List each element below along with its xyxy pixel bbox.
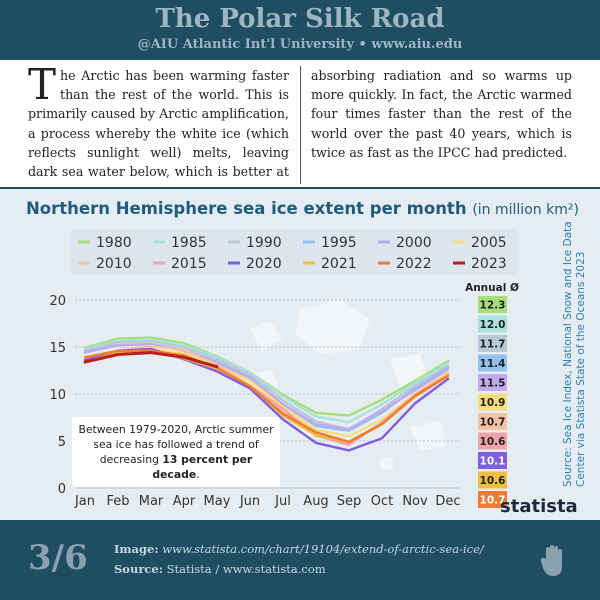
y-tick-label: 20 <box>49 294 66 309</box>
legend-label: 2022 <box>396 256 432 272</box>
legend-label: 1995 <box>321 235 357 251</box>
series-line <box>83 340 450 431</box>
intro-text: The Arctic has been warming faster than … <box>28 60 572 180</box>
x-tick-label: Oct <box>371 494 393 509</box>
annual-title: Annual Ø <box>465 282 519 294</box>
footer: 3/6 Image: www.statista.com/chart/19104/… <box>0 520 600 600</box>
annual-label: 10.7 <box>480 495 506 507</box>
annual-box <box>478 296 507 313</box>
source-credit: Source: Statista / www.statista.com <box>114 562 326 576</box>
annual-label: 10.6 <box>480 436 506 448</box>
annual-label: 11.7 <box>480 339 506 351</box>
legend-label: 2000 <box>396 235 432 251</box>
x-tick-label: Aug <box>303 494 328 509</box>
y-tick-label: 10 <box>49 388 66 403</box>
chart-area: Northern Hemisphere sea ice extent per m… <box>0 187 600 522</box>
x-tick-label: Apr <box>173 494 196 509</box>
annual-label: 12.0 <box>480 319 506 331</box>
legend-label: 1985 <box>171 235 207 251</box>
annual-label: 11.4 <box>480 358 506 370</box>
annual-box <box>478 413 507 430</box>
logo: statista <box>500 496 578 517</box>
annual-label: 11.5 <box>480 378 506 390</box>
x-tick-label: Jun <box>239 494 260 509</box>
x-tick-label: Nov <box>402 494 428 509</box>
annual-box <box>478 335 507 352</box>
annotation: Between 1979-2020, Arctic summer sea ice… <box>72 417 280 487</box>
annual-label: 12.3 <box>480 300 506 312</box>
annual-box <box>478 471 507 489</box>
x-tick-label: Jan <box>74 494 95 509</box>
annotation-text: Between 1979-2020, Arctic summer sea ice… <box>78 423 274 466</box>
series-line <box>83 338 450 424</box>
annual-label: 10.9 <box>480 397 506 409</box>
annual-box <box>478 393 507 411</box>
annotation-emphasis: 13 percent per decade <box>152 453 253 481</box>
legend-label: 2010 <box>96 256 132 272</box>
header: The Polar Silk Road @AIU Atlantic Int'l … <box>0 0 600 60</box>
annual-box <box>478 374 507 391</box>
annual-box <box>478 354 507 372</box>
image-credit: Image: www.statista.com/chart/19104/exte… <box>114 542 484 556</box>
source-text: Statista / www.statista.com <box>166 562 326 576</box>
annual-box <box>478 452 507 469</box>
x-tick-label: Jul <box>274 494 291 509</box>
series-line <box>83 349 450 444</box>
image-label: Image: <box>114 542 159 556</box>
annual-box <box>478 432 507 450</box>
source-label: Source: <box>114 562 163 576</box>
chart-title: Northern Hemisphere sea ice extent per m… <box>26 199 579 218</box>
title: The Polar Silk Road <box>155 4 445 34</box>
legend-label: 2021 <box>321 256 357 272</box>
annual-label: 10.1 <box>480 456 506 468</box>
subtitle: @AIU Atlantic Int'l University • www.aiu… <box>137 37 463 52</box>
series-line <box>83 351 219 369</box>
y-tick-label: 15 <box>49 341 66 356</box>
legend-label: 1980 <box>96 235 132 251</box>
legend-label: 2020 <box>246 256 282 272</box>
annual-label: 10.7 <box>480 417 506 429</box>
legend-label: 2015 <box>171 256 207 272</box>
legend-label: 2005 <box>471 235 507 251</box>
annual-box <box>478 315 507 333</box>
image-url: www.statista.com/chart/19104/extend-of-a… <box>162 542 484 556</box>
hand-icon <box>540 545 562 576</box>
chart-title-text: Northern Hemisphere sea ice extent per m… <box>26 199 467 218</box>
legend-label: 2023 <box>471 256 507 272</box>
source: Source: Sea Ice Index, National Snow and… <box>562 221 587 487</box>
x-tick-label: Dec <box>435 494 460 509</box>
legend-box <box>70 229 518 275</box>
series-line <box>83 343 450 430</box>
annotation-text: . <box>196 468 200 481</box>
unit-label: (in million km²) <box>472 202 579 218</box>
page-number: 3/6 <box>28 538 88 578</box>
x-tick-label: Sep <box>337 494 362 509</box>
x-tick-label: Mar <box>139 494 164 509</box>
y-tick-label: 5 <box>58 435 66 450</box>
x-tick-label: May <box>204 494 231 509</box>
series-line <box>83 347 450 452</box>
annual-label: 10.6 <box>480 475 506 487</box>
y-tick-label: 0 <box>58 482 66 497</box>
legend-label: 1990 <box>246 235 282 251</box>
x-tick-label: Feb <box>106 494 129 509</box>
annual-box <box>478 491 507 508</box>
